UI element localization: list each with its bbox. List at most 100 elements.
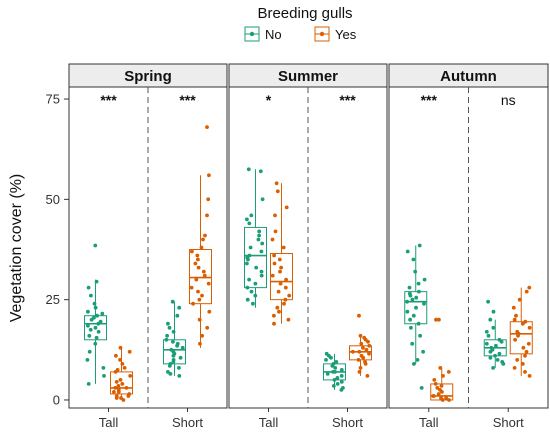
data-point <box>414 295 419 300</box>
box-no <box>323 351 346 392</box>
data-point <box>116 390 121 394</box>
data-point <box>367 351 371 356</box>
data-point <box>435 386 440 390</box>
significance-label: *** <box>179 92 196 108</box>
data-point <box>166 321 170 326</box>
data-point <box>272 261 277 266</box>
panel-spring: Spring Tall *** Short *** <box>68 63 228 430</box>
y-tick-label: 75 <box>46 92 60 107</box>
data-point <box>495 358 500 362</box>
data-point <box>357 370 362 374</box>
data-point <box>527 285 532 290</box>
data-point <box>437 317 441 322</box>
data-point <box>517 297 522 302</box>
data-point <box>200 293 204 298</box>
panel-summer: Summer Tall * Short *** <box>228 63 388 430</box>
box-yes <box>430 317 454 402</box>
data-point <box>247 277 252 282</box>
data-point <box>513 337 517 342</box>
data-point <box>409 325 413 330</box>
data-point <box>491 325 496 330</box>
box-no <box>84 243 107 386</box>
data-point <box>405 249 410 254</box>
data-point <box>198 341 202 346</box>
data-point <box>484 341 489 346</box>
data-point <box>128 374 133 378</box>
data-point <box>272 313 276 318</box>
data-point <box>206 281 211 286</box>
data-point <box>124 386 129 390</box>
data-point <box>333 366 338 370</box>
data-point <box>440 398 445 402</box>
data-point <box>417 289 421 294</box>
data-point <box>515 358 520 362</box>
data-point <box>175 343 180 348</box>
data-point <box>245 217 249 222</box>
data-point <box>520 321 525 326</box>
data-point <box>439 384 444 388</box>
box-yes <box>270 181 293 326</box>
data-point <box>113 370 118 374</box>
data-point <box>411 257 416 262</box>
data-point <box>286 317 291 322</box>
y-axis: 0 25 50 75 <box>46 92 69 407</box>
data-point <box>253 281 258 286</box>
data-point <box>177 366 181 370</box>
data-point <box>331 370 335 374</box>
data-point <box>112 390 116 394</box>
data-point <box>417 243 422 248</box>
data-point <box>116 384 121 388</box>
data-point <box>171 360 176 364</box>
data-point <box>256 237 261 242</box>
data-point <box>171 329 176 334</box>
data-point <box>433 382 438 386</box>
legend-item-yes: Yes <box>314 26 357 42</box>
data-point <box>410 341 415 346</box>
data-point <box>511 305 516 310</box>
data-point <box>171 339 175 344</box>
data-point <box>102 374 106 378</box>
data-point <box>488 349 493 354</box>
data-point <box>94 335 99 340</box>
data-point <box>260 197 265 202</box>
data-point <box>248 245 253 250</box>
data-point <box>436 392 441 396</box>
data-point <box>494 343 498 348</box>
legend-swatch-point <box>319 31 325 37</box>
x-tick-label: Tall <box>259 415 279 430</box>
data-point <box>275 189 280 194</box>
data-point <box>85 358 90 362</box>
data-point <box>324 358 328 362</box>
data-point <box>205 213 209 218</box>
legend-label: No <box>265 27 282 42</box>
panel-title: Spring <box>124 68 172 85</box>
data-point <box>191 301 196 306</box>
box-no <box>404 243 428 390</box>
data-point <box>86 382 91 386</box>
data-point <box>258 169 263 174</box>
data-point <box>94 279 99 284</box>
data-point <box>277 257 282 262</box>
data-point <box>444 396 448 400</box>
data-point <box>167 364 172 368</box>
data-point <box>516 333 520 338</box>
data-point <box>203 233 207 238</box>
data-point <box>93 341 98 346</box>
data-point <box>484 329 489 334</box>
data-point <box>257 233 261 238</box>
data-point <box>283 297 288 302</box>
data-point <box>196 289 200 294</box>
data-point <box>249 289 254 294</box>
data-point <box>126 394 131 398</box>
data-point <box>415 358 420 362</box>
data-point <box>524 349 529 354</box>
data-point <box>419 386 424 390</box>
panel-title: Summer <box>278 68 338 85</box>
y-tick-label: 50 <box>46 192 60 207</box>
data-point <box>207 173 211 178</box>
data-point <box>254 265 259 270</box>
data-point <box>523 370 527 374</box>
data-point <box>284 205 289 210</box>
data-point <box>488 355 493 360</box>
